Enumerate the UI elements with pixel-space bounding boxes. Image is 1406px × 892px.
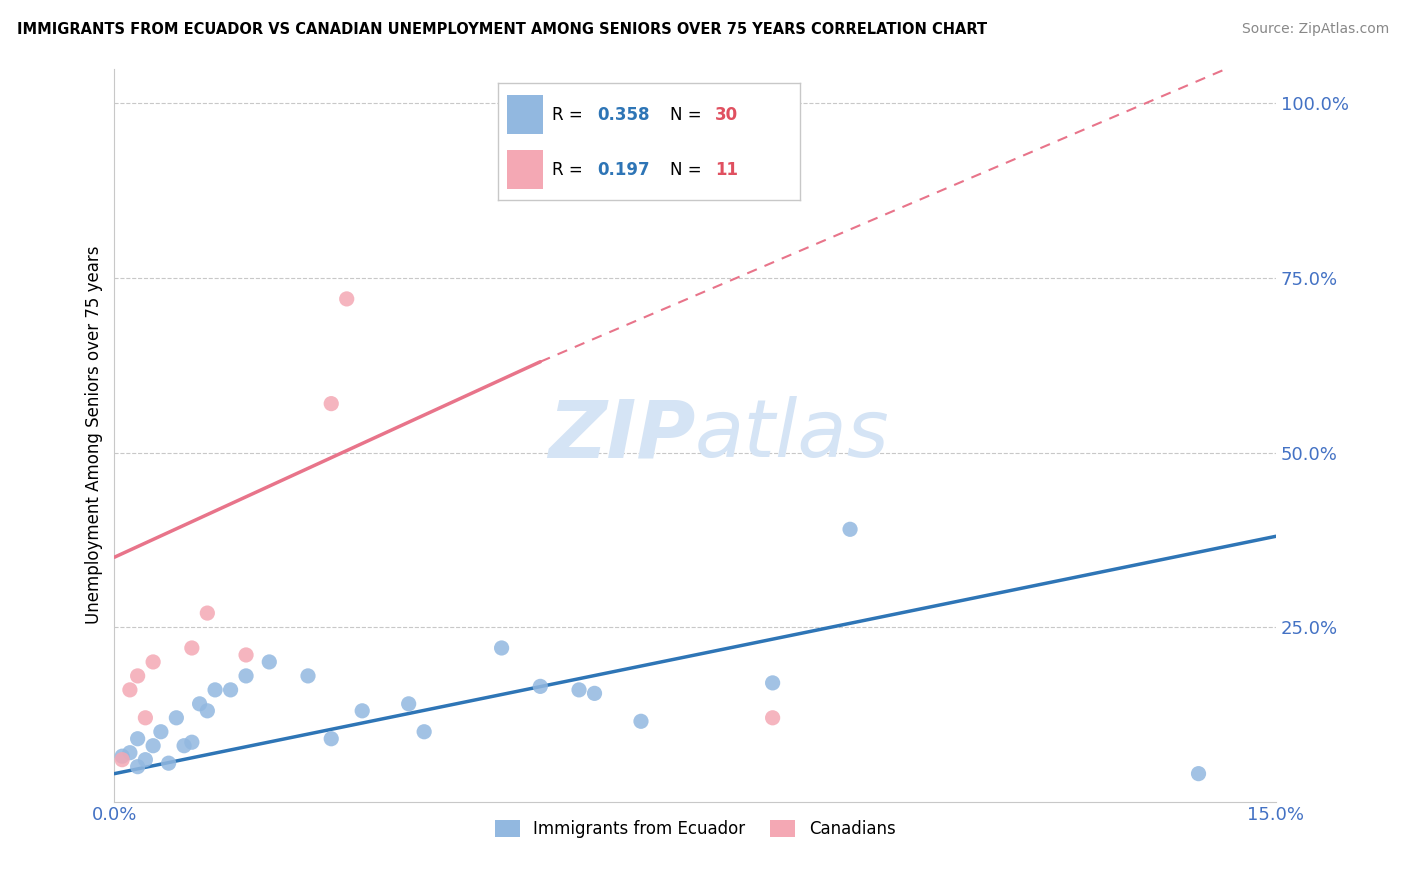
Point: [235, 648, 257, 662]
Point: [204, 682, 226, 697]
Point: [352, 704, 374, 718]
Point: [336, 292, 359, 306]
Point: [583, 686, 606, 700]
Point: [195, 606, 218, 620]
Point: [142, 739, 165, 753]
Point: [118, 682, 141, 697]
Point: [165, 711, 187, 725]
Point: [188, 697, 211, 711]
Legend: Immigrants from Ecuador, Canadians: Immigrants from Ecuador, Canadians: [488, 813, 903, 845]
Point: [173, 739, 195, 753]
Point: [142, 655, 165, 669]
Point: [398, 697, 420, 711]
Text: IMMIGRANTS FROM ECUADOR VS CANADIAN UNEMPLOYMENT AMONG SENIORS OVER 75 YEARS COR: IMMIGRANTS FROM ECUADOR VS CANADIAN UNEM…: [17, 22, 987, 37]
Point: [321, 731, 343, 746]
Point: [134, 753, 156, 767]
Point: [111, 749, 134, 764]
Point: [839, 522, 862, 536]
Point: [127, 669, 149, 683]
Point: [321, 397, 343, 411]
Point: [180, 735, 202, 749]
Point: [1187, 766, 1209, 780]
Point: [235, 669, 257, 683]
Text: Source: ZipAtlas.com: Source: ZipAtlas.com: [1241, 22, 1389, 37]
Text: ZIP: ZIP: [548, 396, 695, 474]
Point: [180, 640, 202, 655]
Point: [118, 746, 141, 760]
Point: [762, 711, 785, 725]
Point: [127, 759, 149, 773]
Text: atlas: atlas: [695, 396, 890, 474]
Point: [413, 724, 436, 739]
Point: [259, 655, 281, 669]
Point: [127, 731, 149, 746]
Point: [157, 756, 180, 771]
Point: [134, 711, 156, 725]
Point: [630, 714, 652, 729]
Point: [111, 753, 134, 767]
Point: [219, 682, 242, 697]
Point: [491, 640, 513, 655]
Point: [149, 724, 172, 739]
Point: [568, 682, 591, 697]
Point: [297, 669, 319, 683]
Point: [529, 679, 551, 693]
Point: [195, 704, 218, 718]
Point: [762, 676, 785, 690]
Y-axis label: Unemployment Among Seniors over 75 years: Unemployment Among Seniors over 75 years: [86, 246, 103, 624]
